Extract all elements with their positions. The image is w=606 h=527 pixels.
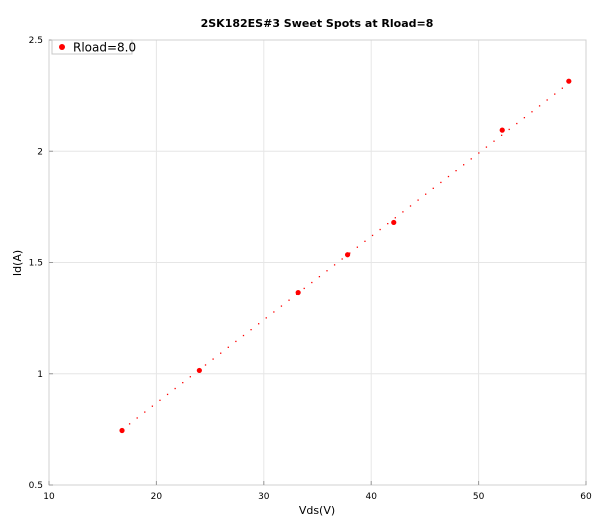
load-line-dot — [500, 134, 503, 136]
data-point — [196, 367, 202, 374]
y-tick-label: 0.5 — [29, 481, 43, 491]
load-line-dot — [235, 340, 237, 343]
y-tick-label: 1.5 — [29, 259, 43, 269]
load-line-dot — [425, 193, 427, 195]
load-line-dot — [288, 299, 290, 301]
load-line-dot — [349, 252, 351, 254]
data-point — [344, 252, 351, 258]
load-line-dot — [531, 111, 533, 113]
data-point — [566, 78, 572, 84]
legend: Rload=8.0 — [51, 39, 136, 55]
legend-label: Rload=8.0 — [73, 41, 136, 55]
load-line-dot — [394, 217, 396, 219]
load-line-dot — [546, 99, 548, 101]
load-line-dot — [265, 317, 267, 319]
load-line-dot — [538, 105, 541, 107]
load-line-dot — [508, 128, 510, 131]
y-tick-label: 1 — [37, 370, 43, 380]
legend-marker — [59, 44, 65, 50]
load-line-dot — [409, 205, 412, 207]
data-points — [119, 78, 572, 434]
load-line-dot — [516, 122, 518, 125]
load-line-dot — [447, 175, 450, 178]
x-tick-label: 40 — [365, 492, 377, 502]
y-tick-label: 2.5 — [29, 36, 43, 46]
load-line-dot — [189, 376, 191, 378]
load-line-dot — [212, 358, 214, 360]
load-line-dot — [166, 393, 169, 396]
data-point — [119, 427, 125, 434]
load-line-dot — [387, 223, 389, 225]
load-line — [128, 81, 571, 425]
load-line-dot — [341, 258, 343, 260]
load-line-dot — [356, 246, 359, 248]
x-tick-label: 20 — [151, 492, 163, 502]
load-line-dot — [174, 387, 176, 390]
load-line-dot — [333, 264, 336, 266]
load-line-dot — [440, 181, 442, 184]
load-line-dot — [417, 199, 419, 201]
chart-title: 2SK182ES#3 Sweet Spots at Rload=8 — [201, 17, 434, 30]
load-line-dot — [136, 417, 138, 419]
load-line-dot — [311, 281, 313, 284]
x-tick-label: 60 — [580, 492, 592, 502]
y-axis-label: Id(A) — [11, 250, 24, 276]
x-tick-label: 50 — [473, 492, 485, 502]
load-line-dot — [485, 146, 488, 148]
legend-box — [51, 39, 133, 55]
load-line-dot — [220, 352, 222, 354]
load-line-dot — [151, 405, 154, 407]
load-line-dot — [432, 187, 434, 189]
load-line-dot — [144, 411, 146, 413]
x-axis-ticks: 10 20 30 40 50 60 — [43, 481, 592, 502]
x-tick-label: 10 — [43, 492, 55, 502]
load-line-dot — [379, 228, 381, 231]
data-point — [295, 289, 301, 296]
load-line-dot — [554, 93, 556, 95]
load-line-dot — [561, 87, 563, 89]
load-line-dot — [493, 140, 495, 142]
load-line-dot — [273, 311, 275, 313]
load-line-dot — [280, 305, 283, 307]
load-line-dot — [402, 211, 404, 213]
load-line-dot — [463, 164, 465, 166]
load-line-dot — [303, 287, 305, 290]
load-line-dot — [182, 381, 184, 384]
grid — [48, 39, 587, 486]
load-line-dot — [128, 423, 131, 425]
load-line-dot — [159, 399, 161, 401]
y-tick-label: 2 — [37, 147, 43, 157]
load-line-dot — [326, 270, 328, 272]
load-line-dot — [364, 240, 366, 242]
data-point — [391, 219, 397, 226]
load-line-dot — [227, 346, 229, 348]
load-line-dot — [258, 323, 260, 325]
load-line-dot — [242, 334, 245, 337]
x-axis-label: Vds(V) — [299, 504, 335, 517]
load-line-dot — [455, 170, 457, 172]
load-line-dot — [478, 152, 480, 154]
x-tick-label: 30 — [258, 492, 270, 502]
load-line-dot — [318, 275, 321, 278]
data-point — [499, 127, 505, 133]
load-line-dot — [523, 117, 526, 119]
load-line-dot — [371, 234, 374, 237]
load-line-dot — [204, 364, 207, 366]
load-line-dot — [250, 328, 252, 331]
load-line-dot — [470, 158, 472, 160]
